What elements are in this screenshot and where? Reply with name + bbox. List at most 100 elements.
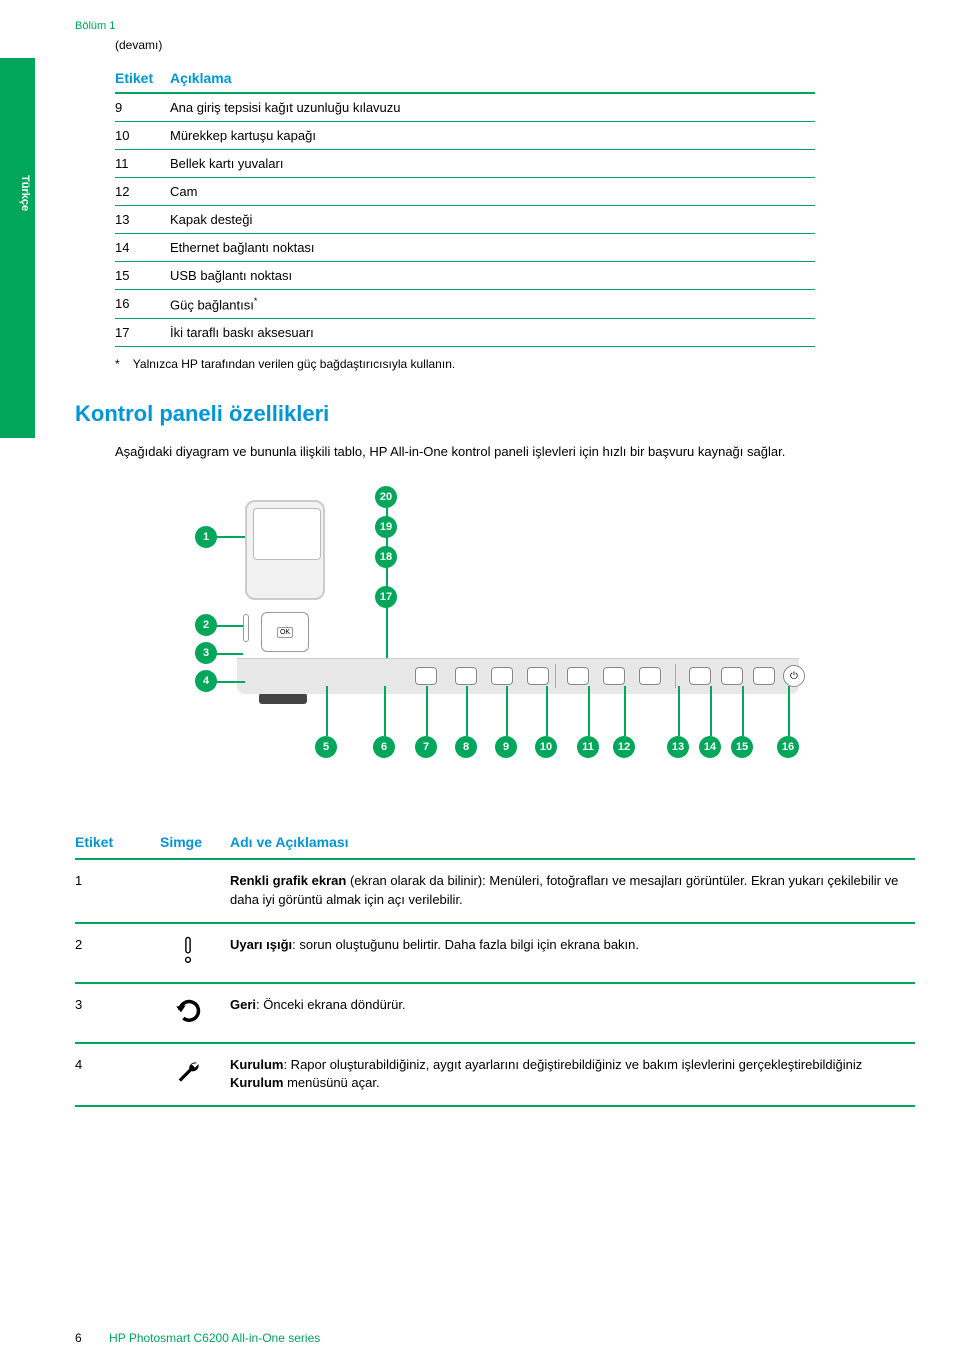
parts-row-desc: Cam xyxy=(170,178,815,206)
callout-bubble: 8 xyxy=(455,736,477,758)
callout-bubble: 7 xyxy=(415,736,437,758)
table-row: 2Uyarı ışığı: sorun oluştuğunu belirtir.… xyxy=(75,923,915,983)
panel-strip-button-shape xyxy=(603,667,625,685)
callout-line xyxy=(588,686,590,736)
callout-line xyxy=(624,686,626,736)
callout-bubble: 18 xyxy=(375,546,397,568)
panel-button-strip xyxy=(237,658,799,694)
panel-strip-button-shape xyxy=(455,667,477,685)
panel-strip-button-shape xyxy=(527,667,549,685)
parts-row-number: 9 xyxy=(115,93,170,122)
table-row: 14Ethernet bağlantı noktası xyxy=(115,234,815,262)
parts-header-label: Etiket xyxy=(115,64,170,93)
panel-strip-button-shape xyxy=(415,667,437,685)
table-row: 10Mürekkep kartuşu kapağı xyxy=(115,122,815,150)
callout-bubble: 9 xyxy=(495,736,517,758)
parts-row-desc: Ana giriş tepsisi kağıt uzunluğu kılavuz… xyxy=(170,93,815,122)
footnote-text: Yalnızca HP tarafından verilen güç bağda… xyxy=(133,357,455,371)
callout-bubble: 10 xyxy=(535,736,557,758)
panel-screen xyxy=(245,500,325,600)
parts-row-desc: Mürekkep kartuşu kapağı xyxy=(170,122,815,150)
section-heading: Kontrol paneli özellikleri xyxy=(75,401,940,427)
ctrl-row-desc: Uyarı ışığı: sorun oluştuğunu belirtir. … xyxy=(230,923,915,983)
chapter-label: Bölüm 1 xyxy=(75,20,960,32)
ctrl-row-icon-cell xyxy=(160,983,230,1043)
back-icon xyxy=(174,996,202,1024)
ctrl-row-icon-cell xyxy=(160,923,230,983)
content-area: (devamı) Etiket Açıklama 9Ana giriş teps… xyxy=(115,38,940,1107)
panel-strip-divider xyxy=(675,664,676,688)
parts-row-desc: USB bağlantı noktası xyxy=(170,262,815,290)
parts-row-number: 11 xyxy=(115,150,170,178)
panel-alert-led xyxy=(243,614,249,642)
ctrl-header-desc: Adı ve Açıklaması xyxy=(230,826,915,859)
table-row: 13Kapak desteği xyxy=(115,206,815,234)
wrench-icon xyxy=(174,1056,202,1084)
page-footer: 6 HP Photosmart C6200 All-in-One series xyxy=(75,1331,320,1345)
ctrl-row-desc: Kurulum: Rapor oluşturabildiğiniz, aygıt… xyxy=(230,1043,915,1107)
panel-strip-button-shape xyxy=(721,667,743,685)
callout-bubble: 14 xyxy=(699,736,721,758)
parts-row-number: 14 xyxy=(115,234,170,262)
callout-line xyxy=(426,686,428,736)
table-row: 1Renkli grafik ekran (ekran olarak da bi… xyxy=(75,859,915,923)
section-paragraph: Aşağıdaki diyagram ve bununla ilişkili t… xyxy=(115,443,940,462)
callout-line xyxy=(215,625,243,627)
callout-bubble: 6 xyxy=(373,736,395,758)
ctrl-row-desc: Renkli grafik ekran (ekran olarak da bil… xyxy=(230,859,915,923)
callout-bubble: 12 xyxy=(613,736,635,758)
callout-line xyxy=(384,686,386,736)
table-row: 4Kurulum: Rapor oluşturabildiğiniz, aygı… xyxy=(75,1043,915,1107)
panel-strip-button-shape xyxy=(567,667,589,685)
callout-bubble: 16 xyxy=(777,736,799,758)
callout-bubble: 2 xyxy=(195,614,217,636)
panel-eth-label-shape xyxy=(259,693,307,704)
ctrl-header-icon: Simge xyxy=(160,826,230,859)
side-tab-bg xyxy=(0,58,35,438)
parts-row-desc: Güç bağlantısı* xyxy=(170,290,815,319)
ctrl-header-label: Etiket xyxy=(75,826,160,859)
ctrl-row-icon-cell xyxy=(160,859,230,923)
callout-bubble: 13 xyxy=(667,736,689,758)
table-row: 17İki taraflı baskı aksesuarı xyxy=(115,319,815,347)
panel-strip-button-shape xyxy=(491,667,513,685)
callout-line xyxy=(215,653,243,655)
ctrl-row-number: 3 xyxy=(75,983,160,1043)
callout-bubble: 11 xyxy=(577,736,599,758)
page-number: 6 xyxy=(75,1331,82,1345)
callout-bubble: 19 xyxy=(375,516,397,538)
parts-row-number: 10 xyxy=(115,122,170,150)
page: Bölüm 1 Türkçe (devamı) Etiket Açıklama … xyxy=(0,0,960,1367)
parts-row-number: 12 xyxy=(115,178,170,206)
ctrl-row-icon-cell xyxy=(160,1043,230,1107)
parts-row-desc: Bellek kartı yuvaları xyxy=(170,150,815,178)
callout-line xyxy=(710,686,712,736)
parts-row-desc: Ethernet bağlantı noktası xyxy=(170,234,815,262)
callout-line xyxy=(546,686,548,736)
callout-bubble: 20 xyxy=(375,486,397,508)
panel-strip-divider xyxy=(555,664,556,688)
panel-dpad: OK xyxy=(261,612,309,652)
callout-line xyxy=(506,686,508,736)
callout-bubble: 17 xyxy=(375,586,397,608)
callout-line xyxy=(215,681,245,683)
continued-label: (devamı) xyxy=(115,38,940,52)
callout-line xyxy=(742,686,744,736)
table-row: 9Ana giriş tepsisi kağıt uzunluğu kılavu… xyxy=(115,93,815,122)
parts-table: Etiket Açıklama 9Ana giriş tepsisi kağıt… xyxy=(115,64,815,347)
parts-row-number: 15 xyxy=(115,262,170,290)
callout-bubble: 4 xyxy=(195,670,217,692)
table-row: 11Bellek kartı yuvaları xyxy=(115,150,815,178)
table-row: 16Güç bağlantısı* xyxy=(115,290,815,319)
side-tab-label: Türkçe xyxy=(15,165,35,221)
parts-row-number: 17 xyxy=(115,319,170,347)
callout-bubble: 1 xyxy=(195,526,217,548)
table-row: 12Cam xyxy=(115,178,815,206)
panel-strip-button-shape xyxy=(689,667,711,685)
panel-screen-display xyxy=(253,508,321,560)
callout-bubble: 5 xyxy=(315,736,337,758)
parts-row-number: 16 xyxy=(115,290,170,319)
callout-line xyxy=(326,686,328,736)
footnote-mark: * xyxy=(115,357,120,371)
panel-strip-button-shape xyxy=(639,667,661,685)
